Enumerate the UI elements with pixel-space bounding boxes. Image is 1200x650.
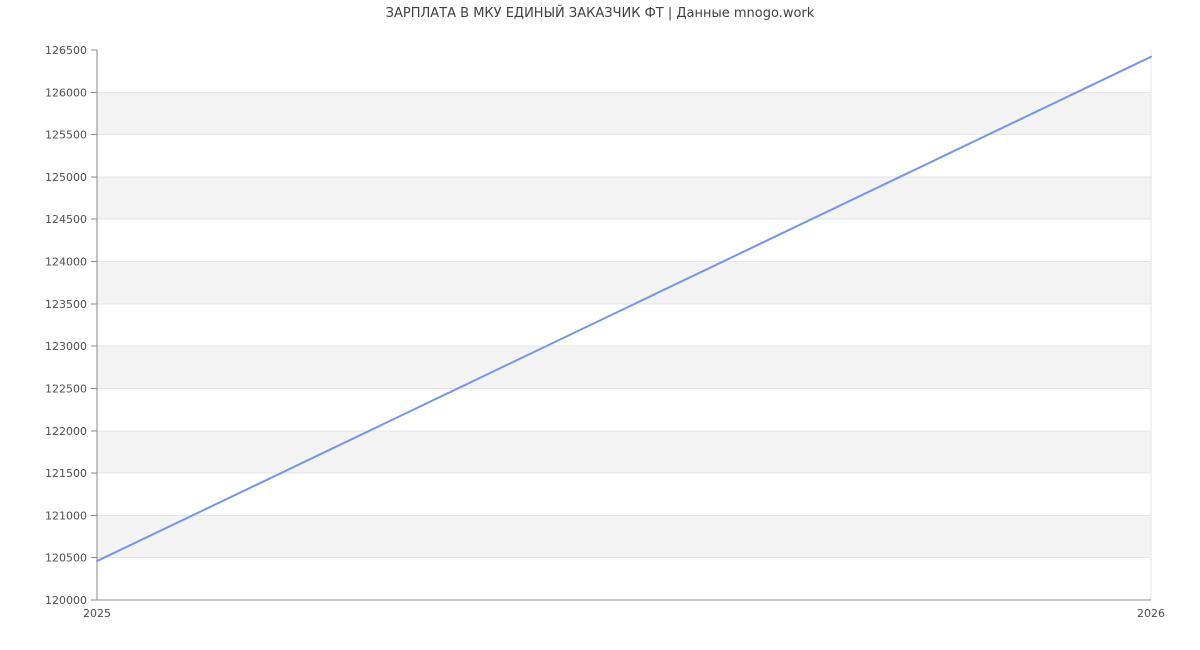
y-tick-label: 124500 [45, 213, 87, 226]
y-tick-label: 123000 [45, 340, 87, 353]
alternating-band [97, 176, 1151, 220]
y-tick-label: 122000 [45, 425, 87, 438]
y-tick-label: 125500 [45, 129, 87, 142]
chart-title: ЗАРПЛАТА В МКУ ЕДИНЫЙ ЗАКАЗЧИК ФТ | Данн… [385, 6, 815, 21]
y-tick-label: 124000 [45, 256, 87, 269]
y-tick-label: 120000 [45, 594, 87, 607]
alternating-band [97, 515, 1151, 558]
alternating-band [97, 261, 1151, 304]
y-tick-label: 123500 [45, 298, 87, 311]
alternating-band [97, 92, 1151, 135]
y-tick-label: 122500 [45, 382, 87, 395]
series-line [96, 55, 1152, 563]
y-tick-label: 126500 [45, 44, 87, 57]
y-tick-label: 120500 [45, 552, 87, 565]
y-tick-label: 121000 [45, 509, 87, 522]
alternating-band [97, 430, 1151, 474]
x-tick-label: 2026 [1137, 607, 1165, 620]
y-tick-label: 121500 [45, 467, 87, 480]
x-tick-label: 2025 [83, 607, 111, 620]
y-tick-label: 125000 [45, 171, 87, 184]
y-tick-label: 126000 [45, 86, 87, 99]
alternating-band [97, 346, 1151, 389]
